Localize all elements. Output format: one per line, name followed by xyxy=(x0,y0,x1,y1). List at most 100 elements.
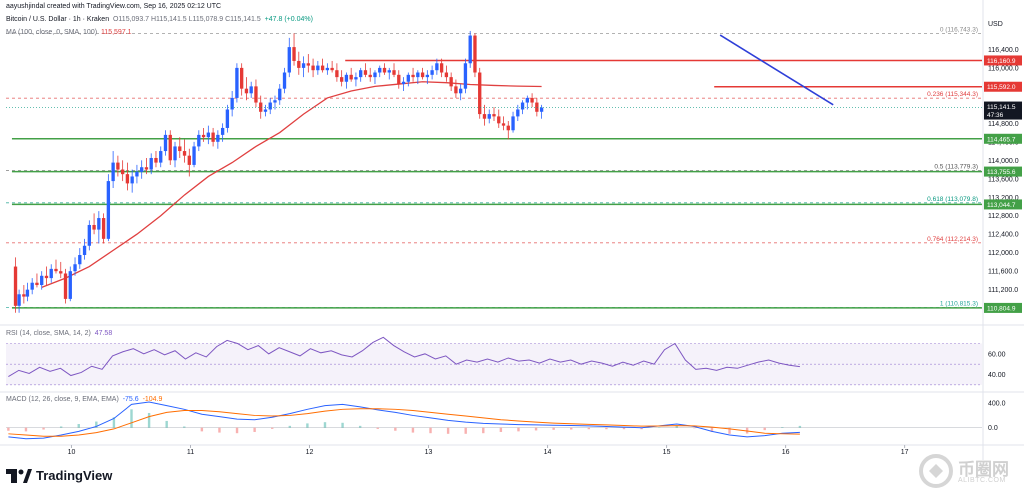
candle-body[interactable] xyxy=(530,97,534,103)
candle-body[interactable] xyxy=(382,67,387,73)
candle-body[interactable] xyxy=(316,65,320,71)
candle-body[interactable] xyxy=(40,275,44,286)
candle-body[interactable] xyxy=(287,47,291,73)
rsi-legend[interactable]: RSI (14, close, SMA, 14, 2) 47.58 xyxy=(6,330,112,337)
candle-body[interactable] xyxy=(78,255,82,265)
candle-body[interactable] xyxy=(125,174,130,184)
candle-body[interactable] xyxy=(330,67,334,71)
candle-body[interactable] xyxy=(392,70,396,75)
candle-body[interactable] xyxy=(473,35,477,73)
candle-body[interactable] xyxy=(487,114,491,119)
candle-body[interactable] xyxy=(273,100,277,103)
candle-body[interactable] xyxy=(230,97,234,110)
macd-signal-line[interactable] xyxy=(8,408,800,437)
candle-body[interactable] xyxy=(354,77,358,80)
candle-body[interactable] xyxy=(449,77,453,87)
candle-body[interactable] xyxy=(420,72,425,78)
candle-body[interactable] xyxy=(406,74,410,82)
candle-body[interactable] xyxy=(35,282,39,286)
candle-body[interactable] xyxy=(492,114,496,117)
candle-body[interactable] xyxy=(49,268,53,279)
candle-body[interactable] xyxy=(211,132,215,142)
candle-body[interactable] xyxy=(292,47,296,61)
candle-body[interactable] xyxy=(63,273,68,299)
candle-body[interactable] xyxy=(149,157,153,170)
candle-body[interactable] xyxy=(73,264,77,272)
candle-body[interactable] xyxy=(497,116,501,124)
candle-body[interactable] xyxy=(363,70,368,75)
candle-body[interactable] xyxy=(320,65,325,71)
candle-body[interactable] xyxy=(539,107,544,112)
candle-body[interactable] xyxy=(454,86,458,94)
candle-body[interactable] xyxy=(463,63,468,89)
candle-body[interactable] xyxy=(425,74,430,78)
candle-body[interactable] xyxy=(154,157,158,163)
candle-body[interactable] xyxy=(68,271,72,299)
candle-body[interactable] xyxy=(416,72,420,78)
candle-body[interactable] xyxy=(482,114,487,119)
ma100-line[interactable] xyxy=(41,81,542,288)
candle-body[interactable] xyxy=(373,72,377,78)
candle-body[interactable] xyxy=(168,134,172,161)
candle-body[interactable] xyxy=(325,67,330,71)
candle-body[interactable] xyxy=(311,65,315,71)
candle-body[interactable] xyxy=(430,70,434,75)
candle-body[interactable] xyxy=(468,35,472,64)
candle-body[interactable] xyxy=(249,86,253,94)
candle-body[interactable] xyxy=(13,266,18,306)
candle-body[interactable] xyxy=(101,218,106,239)
candle-body[interactable] xyxy=(259,102,263,112)
candle-body[interactable] xyxy=(82,245,87,256)
candle-body[interactable] xyxy=(282,72,287,89)
candle-body[interactable] xyxy=(30,282,34,290)
candle-body[interactable] xyxy=(135,171,139,177)
candle-body[interactable] xyxy=(144,167,149,170)
candle-body[interactable] xyxy=(525,97,529,103)
candle-body[interactable] xyxy=(54,268,58,272)
candle-body[interactable] xyxy=(111,162,115,182)
candle-body[interactable] xyxy=(182,151,187,156)
candle-body[interactable] xyxy=(520,102,525,110)
candle-body[interactable] xyxy=(25,289,30,297)
candle-body[interactable] xyxy=(344,74,349,82)
candle-body[interactable] xyxy=(201,134,206,138)
candle-body[interactable] xyxy=(444,72,449,78)
candle-body[interactable] xyxy=(173,146,177,161)
candle-body[interactable] xyxy=(516,109,520,117)
candle-body[interactable] xyxy=(159,151,163,163)
candle-body[interactable] xyxy=(478,72,482,115)
candle-body[interactable] xyxy=(535,102,539,112)
candle-body[interactable] xyxy=(206,132,211,138)
candle-body[interactable] xyxy=(178,146,182,152)
candle-body[interactable] xyxy=(306,63,310,66)
candle-body[interactable] xyxy=(387,70,391,73)
candle-body[interactable] xyxy=(401,81,406,85)
candle-body[interactable] xyxy=(92,224,96,230)
candle-body[interactable] xyxy=(192,146,196,165)
candle-body[interactable] xyxy=(244,88,249,94)
candle-body[interactable] xyxy=(268,102,272,110)
candle-body[interactable] xyxy=(335,70,339,78)
candle-body[interactable] xyxy=(17,294,21,306)
candle-body[interactable] xyxy=(368,74,372,78)
candle-body[interactable] xyxy=(120,169,125,175)
candle-body[interactable] xyxy=(235,67,239,98)
macd-line[interactable] xyxy=(8,401,800,440)
candle-body[interactable] xyxy=(278,88,282,101)
candle-body[interactable] xyxy=(397,74,401,85)
candle-body[interactable] xyxy=(506,125,510,131)
candle-body[interactable] xyxy=(511,116,515,131)
candle-body[interactable] xyxy=(263,109,268,112)
candle-body[interactable] xyxy=(378,67,382,73)
candle-body[interactable] xyxy=(411,74,415,78)
candle-body[interactable] xyxy=(163,134,168,152)
macd-legend[interactable]: MACD (12, 26, close, 9, EMA, EMA) -75.6 … xyxy=(6,396,162,403)
tradingview-logo[interactable]: TradingView xyxy=(6,468,112,483)
candle-body[interactable] xyxy=(225,109,230,128)
ma-legend[interactable]: MA (100, close, 0, SMA, 100) 115,597.1 xyxy=(6,29,132,36)
candle-body[interactable] xyxy=(106,181,111,239)
candle-body[interactable] xyxy=(301,63,306,68)
candle-body[interactable] xyxy=(339,77,344,82)
candle-body[interactable] xyxy=(435,63,439,71)
candle-body[interactable] xyxy=(359,70,363,78)
